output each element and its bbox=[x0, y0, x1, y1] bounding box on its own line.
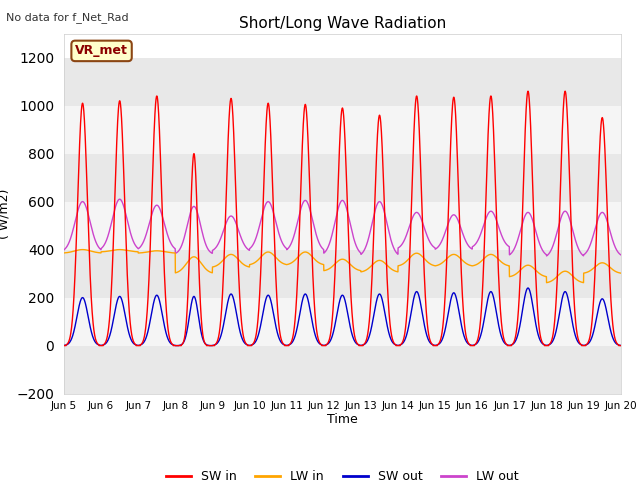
Y-axis label: ( W/m2): ( W/m2) bbox=[0, 189, 11, 239]
Text: VR_met: VR_met bbox=[75, 44, 128, 58]
Bar bbox=[64, 202, 621, 250]
Title: Short/Long Wave Radiation: Short/Long Wave Radiation bbox=[239, 16, 446, 31]
Bar bbox=[64, 154, 621, 202]
Bar bbox=[64, 106, 621, 154]
Bar bbox=[64, 346, 621, 394]
Text: No data for f_Net_Rad: No data for f_Net_Rad bbox=[6, 12, 129, 23]
X-axis label: Time: Time bbox=[327, 413, 358, 426]
Bar bbox=[64, 250, 621, 298]
Legend: SW in, LW in, SW out, LW out: SW in, LW in, SW out, LW out bbox=[161, 465, 524, 480]
Bar bbox=[64, 58, 621, 106]
Bar bbox=[64, 298, 621, 346]
